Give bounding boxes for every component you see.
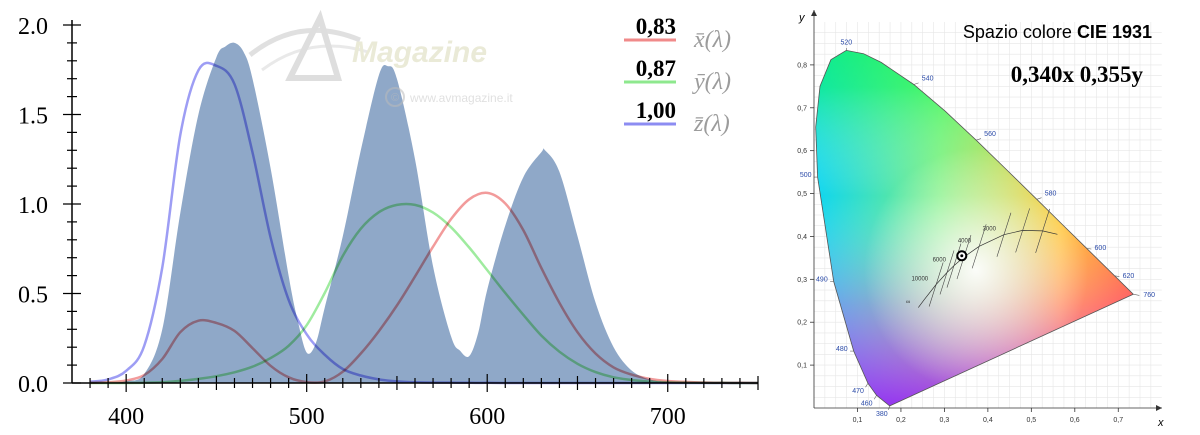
wavelength-label: 560	[984, 131, 996, 138]
y-tick-label: 1.5	[18, 104, 48, 130]
legend-entry-z-bar: 1,00 z̄(λ)	[624, 98, 730, 137]
temperature-labels: 10000 6000 4000 3000 ∞	[906, 227, 997, 306]
cie-chart: 380460470480490500520540560580600620760 …	[797, 10, 1164, 429]
wavelength-label: 760	[1143, 292, 1155, 299]
wavelength-label: 620	[1123, 273, 1135, 280]
cie-y-tick-label: 0,5	[797, 191, 807, 198]
copyright-icon	[385, 87, 405, 107]
legend-symbol: x̄(λ)	[693, 27, 731, 53]
isotherm-line	[1015, 208, 1030, 253]
white-point-dot	[960, 254, 964, 258]
legend-value: 1,00	[636, 98, 676, 123]
values-legend: 0,83 x̄(λ) 0,87 ȳ(λ) 1,00 z̄(λ)	[624, 14, 731, 137]
x-tick-label: 400	[108, 404, 144, 430]
cie-y-tick-label: 0,3	[797, 277, 807, 284]
temperature-label: 3000	[983, 227, 997, 233]
isotherm-line	[1035, 208, 1050, 253]
temperature-label: 6000	[933, 258, 947, 264]
spectral-locus-outline	[815, 49, 1134, 407]
wavelength-label: 380	[876, 411, 888, 418]
x-tick-label: 500	[289, 404, 325, 430]
spectral-chart: 400 500 600 700 0.0 0.5 1.0 1.5 2.0	[18, 14, 759, 430]
wavelength-tick	[1086, 247, 1092, 250]
watermark-swoosh	[261, 44, 369, 72]
wavelength-label: 500	[800, 172, 812, 179]
wavelength-label: 580	[1045, 190, 1057, 197]
cie-x-tick-label: 0,5	[1026, 417, 1036, 424]
x-tick-label: 700	[650, 404, 686, 430]
watermark: Magazine © www.avmagazine.it	[248, 9, 513, 107]
legend-value: 0,83	[636, 14, 676, 39]
y-tick-label: 0.0	[18, 372, 48, 398]
cie-x-tick-label: 0,2	[896, 417, 906, 424]
cie-y-tick-label: 0,7	[797, 105, 807, 112]
isotherm-line	[928, 262, 944, 307]
wavelength-label: 460	[861, 400, 873, 407]
wavelength-tick	[913, 82, 919, 85]
cie-y-tick-label: 0,4	[797, 234, 807, 241]
cie-x-axis-label: x	[1157, 417, 1164, 429]
cie-x-tick-label: 0,6	[1070, 417, 1080, 424]
cie-axis-ticks: 0,1 0,2 0,3 0,4 0,5 0,6 0,7 0,1 0,2 0,3 0,4 0,5 0,6 0…	[797, 10, 1162, 424]
temperature-label: 4000	[958, 238, 972, 244]
cie-x-tick-label: 0,3	[940, 417, 950, 424]
wavelength-tick	[976, 138, 982, 141]
x-axis-arrow-icon	[1156, 405, 1162, 411]
temperature-label: ∞	[906, 300, 910, 306]
watermark-logo-letters	[285, 9, 343, 81]
wavelength-tick	[1133, 293, 1140, 296]
cie-title-normal: Spazio colore	[963, 22, 1077, 42]
wavelength-label: 600	[1095, 245, 1107, 252]
y-tick-label: 0.5	[18, 283, 48, 309]
coordinate-readout: 0,340x 0,355y	[1011, 62, 1144, 87]
series-line-x-bar	[90, 191, 759, 385]
wavelength-label: 470	[852, 388, 864, 395]
cie-title-bold: CIE 1931	[1077, 22, 1152, 42]
cie-y-tick-label: 0,8	[797, 62, 807, 69]
wavelength-label: 480	[836, 346, 848, 353]
isotherm-line	[939, 250, 955, 295]
wavelength-tick	[865, 383, 869, 388]
y-axis-arrow-icon	[811, 10, 817, 16]
temperature-label: 10000	[911, 276, 928, 282]
legend-value: 0,87	[636, 56, 676, 81]
cie-chart-title: Spazio colore CIE 1931	[963, 22, 1152, 42]
cie-y-tick-label: 0,1	[797, 363, 807, 370]
wavelength-tick	[1114, 275, 1120, 277]
isotherm-line	[946, 243, 962, 288]
cie-x-tick-label: 0,1	[853, 417, 863, 424]
x-tick-label: 600	[469, 404, 505, 430]
watermark-logo-text: Magazine	[352, 36, 487, 69]
y-tick-label: 2.0	[18, 14, 48, 40]
cie-y-axis-label: y	[798, 12, 806, 24]
copyright-glyph: ©	[391, 92, 399, 104]
legend-symbol: ȳ(λ)	[692, 69, 731, 95]
cie-y-tick-label: 0,2	[797, 320, 807, 327]
watermark-swoosh	[248, 27, 361, 57]
series-line-y-bar	[90, 202, 758, 385]
legend-entry-y-bar: 0,87 ȳ(λ)	[624, 56, 731, 95]
isotherm-line	[971, 224, 987, 269]
isotherm-lines	[928, 208, 1050, 307]
wavelength-label: 490	[816, 276, 828, 283]
cie-y-tick-label: 0,6	[797, 148, 807, 155]
isotherm-line	[996, 212, 1012, 257]
spectrum-fill-area	[90, 42, 759, 384]
white-point-marker	[956, 250, 968, 262]
wavelength-tick	[1036, 197, 1042, 200]
axis-ticks: 400 500 600 700 0.0 0.5 1.0 1.5 2.0	[18, 14, 759, 430]
y-tick-label: 1.0	[18, 193, 48, 219]
wavelength-label: 520	[840, 39, 852, 46]
wavelength-label: 540	[922, 75, 934, 82]
wavelength-tick	[873, 395, 877, 400]
watermark-url: www.avmagazine.it	[409, 91, 513, 105]
cie-x-tick-label: 0,4	[983, 417, 993, 424]
cie-x-tick-label: 0,7	[1113, 417, 1123, 424]
legend-symbol: z̄(λ)	[693, 111, 730, 137]
legend-entry-x-bar: 0,83 x̄(λ)	[624, 14, 731, 53]
